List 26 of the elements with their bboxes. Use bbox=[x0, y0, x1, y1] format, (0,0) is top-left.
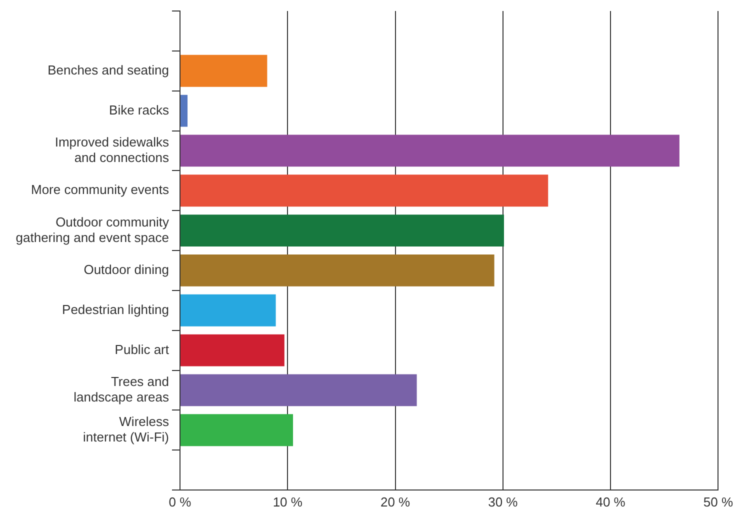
bar bbox=[180, 174, 548, 207]
y-tick-label: Public art bbox=[114, 342, 170, 357]
bar bbox=[180, 54, 268, 87]
bar bbox=[180, 294, 276, 326]
y-tick-label: Benches and seating bbox=[48, 62, 169, 78]
y-tick-label: Improved sidewalks and connections bbox=[54, 134, 170, 166]
x-tick-label: 50 % bbox=[703, 494, 734, 510]
bar bbox=[180, 214, 504, 247]
x-tick-label: 30 % bbox=[488, 494, 518, 510]
y-tick-label: Outdoor community gathering and event space bbox=[16, 214, 170, 245]
y-tick-label: Wireless internet (Wi-Fi) bbox=[83, 414, 170, 445]
bar bbox=[180, 134, 680, 167]
bar bbox=[180, 414, 294, 446]
y-tick-label: More community events bbox=[31, 182, 170, 198]
y-tick-label: Trees and landscape areas bbox=[74, 374, 170, 405]
bar bbox=[180, 94, 188, 127]
y-tick-label: Pedestrian lighting bbox=[62, 302, 169, 317]
x-tick-label: 40 % bbox=[596, 494, 626, 510]
bar bbox=[180, 334, 284, 366]
x-tick-label: 10 % bbox=[272, 494, 303, 510]
bar bbox=[180, 254, 494, 286]
bar bbox=[180, 374, 417, 406]
x-tick-label: 0 % bbox=[168, 494, 192, 510]
y-tick-label: Outdoor dining bbox=[84, 262, 169, 278]
x-tick-label: 20 % bbox=[380, 494, 411, 510]
y-tick-label: Bike racks bbox=[109, 102, 170, 118]
